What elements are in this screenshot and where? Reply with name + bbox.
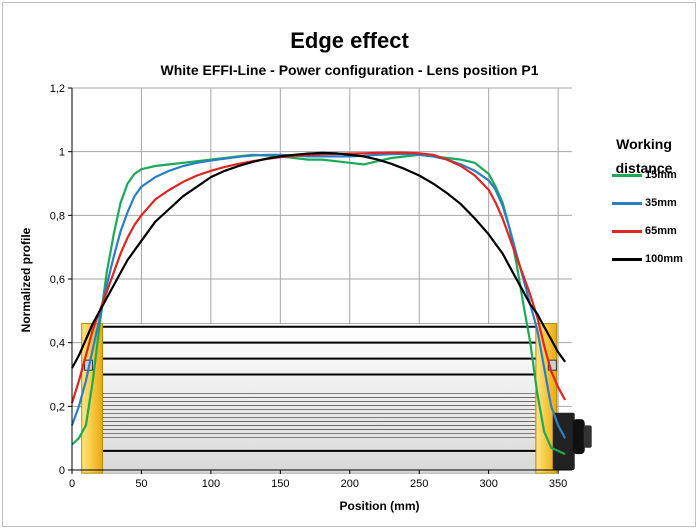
lamp-housing-left	[81, 323, 104, 474]
legend-title: Working distance	[598, 132, 690, 180]
x-axis-label: Position (mm)	[339, 499, 420, 513]
legend-item-65mm: 65mm	[612, 223, 677, 239]
legend-title-line-2: distance	[615, 160, 673, 176]
series-line-35mm	[70, 152, 567, 439]
series-line-65mm	[70, 151, 567, 404]
legend-label-65mm: 65mm	[645, 225, 677, 237]
x-tick-label: 0	[69, 478, 75, 490]
legend-swatch-100mm	[612, 257, 642, 261]
legend-label-100mm: 100mm	[645, 253, 683, 265]
y-tick-label: 1	[59, 147, 65, 159]
legend-title-line-1: Working	[616, 136, 672, 152]
legend-swatch-15mm	[612, 173, 642, 177]
series-layer	[70, 151, 567, 456]
light-bar-illustration	[81, 323, 592, 474]
y-tick-label: 0,6	[50, 274, 65, 286]
chart-subtitle: White EFFI-Line - Power configuration - …	[160, 62, 539, 78]
axis-layer: 0 0,2 0,4 0,6 0,8 1 1,2 0 50 100 150 200 250 300 350	[50, 83, 572, 490]
camera-lens-front	[583, 425, 592, 448]
y-tick-label: 1,2	[50, 83, 65, 95]
x-tick-label: 350	[549, 478, 567, 490]
y-tick-label: 0,8	[50, 210, 65, 222]
x-tick-label: 250	[410, 478, 428, 490]
legend-label-15mm: 15mm	[645, 169, 677, 181]
camera-lens-barrel	[572, 419, 585, 455]
y-tick-label: 0,4	[50, 338, 65, 350]
x-tick-label: 150	[271, 478, 289, 490]
legend-label-35mm: 35mm	[645, 197, 677, 209]
legend-item-35mm: 35mm	[612, 195, 677, 211]
x-tick-label: 100	[202, 478, 220, 490]
legend-item-15mm: 15mm	[612, 167, 677, 183]
x-tick-label: 50	[135, 478, 147, 490]
x-tick-label: 200	[341, 478, 359, 490]
light-bar-body	[102, 323, 537, 474]
y-tick-label: 0	[59, 465, 65, 477]
legend-swatch-65mm	[612, 229, 642, 233]
legend-item-100mm: 100mm	[612, 251, 683, 267]
chart-title: Edge effect	[290, 28, 409, 53]
legend-swatch-35mm	[612, 201, 642, 205]
series-line-100mm	[71, 151, 566, 369]
x-tick-label: 300	[479, 478, 497, 490]
y-tick-label: 0,2	[50, 401, 65, 413]
